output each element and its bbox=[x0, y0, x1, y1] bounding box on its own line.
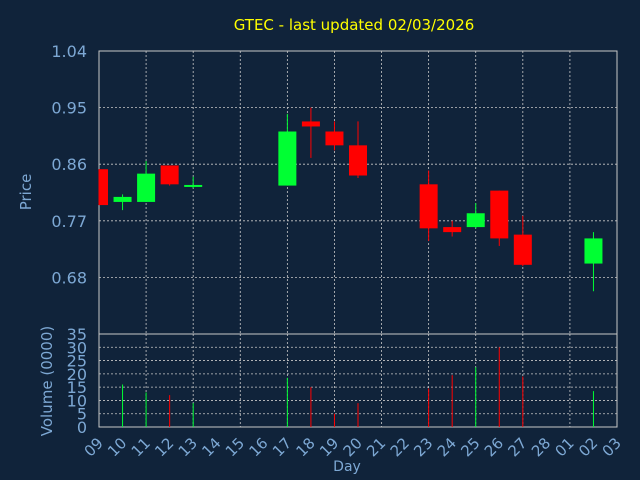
candle-body bbox=[301, 121, 320, 127]
volume-tick-label: 15 bbox=[67, 378, 87, 397]
x-tick-label: 28 bbox=[528, 434, 554, 460]
price-plot-frame bbox=[98, 50, 618, 335]
x-tick-label: 10 bbox=[104, 434, 130, 460]
x-tick-label: 24 bbox=[434, 434, 460, 460]
candle-body bbox=[99, 169, 108, 206]
x-tick-label: 15 bbox=[222, 434, 248, 460]
volume-tick-label: 5 bbox=[77, 405, 87, 424]
x-tick-label: 02 bbox=[575, 434, 601, 460]
candle-body bbox=[184, 184, 203, 187]
candle-body bbox=[113, 196, 132, 202]
volume-axis-label: Volume (0000) bbox=[38, 326, 56, 436]
x-tick-label: 03 bbox=[599, 434, 625, 460]
candle-body bbox=[419, 184, 438, 229]
candle-body bbox=[278, 131, 297, 186]
x-tick-labels: 0910111213141516171819202122232425262728… bbox=[81, 434, 625, 460]
x-tick-label: 27 bbox=[504, 434, 530, 460]
candle-body bbox=[490, 190, 509, 239]
x-tick-label: 17 bbox=[269, 434, 295, 460]
price-tick-label: 0.77 bbox=[51, 212, 87, 231]
x-tick-label: 22 bbox=[387, 434, 413, 460]
x-tick-label: 26 bbox=[481, 434, 507, 460]
price-tick-label: 0.86 bbox=[51, 155, 87, 174]
day-axis-label: Day bbox=[333, 459, 361, 475]
candle-body bbox=[443, 227, 462, 233]
x-tick-label: 19 bbox=[316, 434, 342, 460]
candle-body bbox=[466, 213, 485, 228]
volume-tick-label: 10 bbox=[67, 391, 87, 410]
candle-body bbox=[584, 238, 603, 264]
volume-tick-label: 35 bbox=[67, 325, 87, 344]
volume-tick-label: 25 bbox=[67, 352, 87, 371]
candle-body bbox=[160, 165, 179, 185]
x-tick-label: 20 bbox=[340, 434, 366, 460]
x-tick-label: 11 bbox=[128, 434, 154, 460]
x-tick-label: 12 bbox=[151, 434, 177, 460]
volume-tick-label: 30 bbox=[67, 338, 87, 357]
candle-body bbox=[137, 173, 156, 202]
x-tick-label: 21 bbox=[363, 434, 389, 460]
chart-title: GTEC - last updated 02/03/2026 bbox=[234, 16, 475, 34]
x-tick-label: 01 bbox=[552, 434, 578, 460]
x-tick-label: 13 bbox=[175, 434, 201, 460]
price-tick-label: 1.04 bbox=[51, 42, 87, 61]
candle-body bbox=[349, 145, 367, 176]
candle-body bbox=[513, 234, 532, 265]
candle-body bbox=[325, 131, 344, 146]
x-tick-label: 09 bbox=[81, 434, 107, 460]
x-tick-label: 14 bbox=[198, 434, 224, 460]
x-tick-label: 23 bbox=[410, 434, 436, 460]
price-tick-label: 0.68 bbox=[51, 268, 87, 287]
x-tick-label: 25 bbox=[457, 434, 483, 460]
x-tick-label: 16 bbox=[245, 434, 271, 460]
price-panel: 1.04 0.95 0.86 0.77 0.68 bbox=[51, 42, 618, 335]
price-axis-label: Price bbox=[17, 174, 35, 211]
x-tick-label: 18 bbox=[293, 434, 319, 460]
volume-tick-label: 20 bbox=[67, 365, 87, 384]
volume-tick-label: 0 bbox=[77, 418, 87, 437]
price-tick-label: 0.95 bbox=[51, 99, 87, 118]
